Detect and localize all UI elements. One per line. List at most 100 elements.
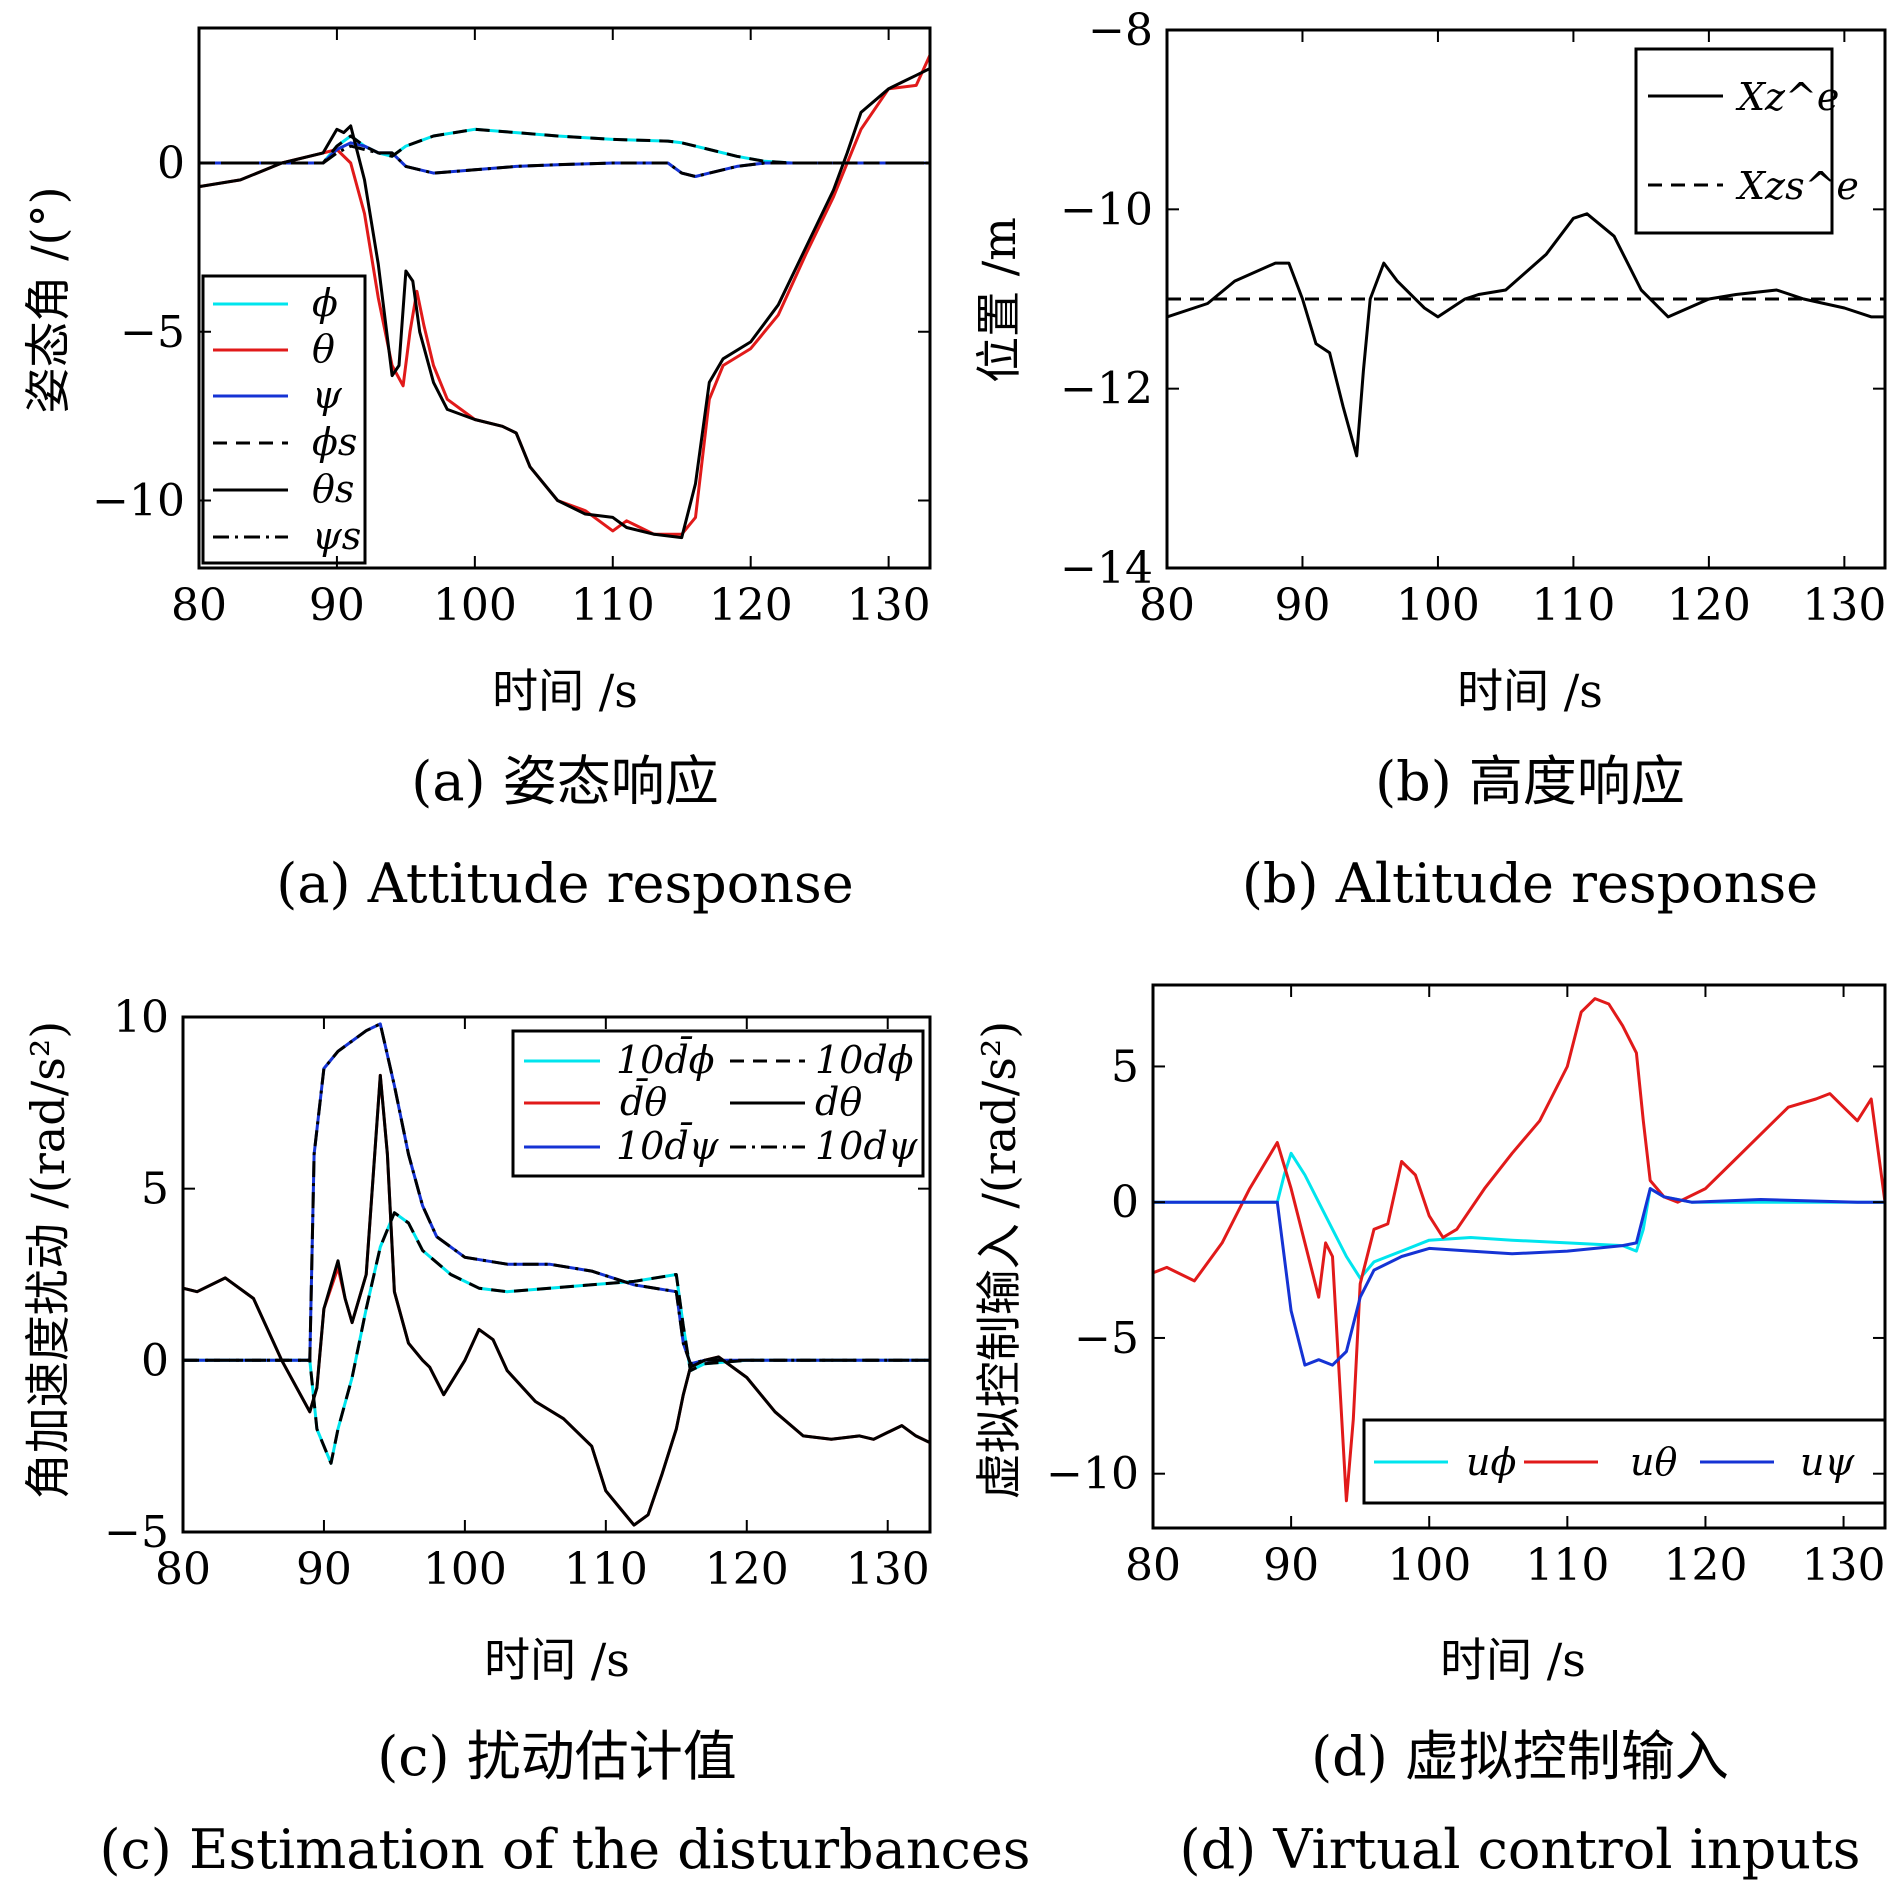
- legend-a-label-2: ψ: [312, 373, 343, 417]
- legend-c-label-4: dθ: [815, 1080, 862, 1124]
- panel-a-xtick-label-1: 90: [309, 580, 365, 631]
- panel-d-frame: [1151, 983, 1887, 1530]
- panel-b-ytick-label-3: −14: [1060, 543, 1153, 594]
- panel-c-xtick-label-5: 130: [846, 1544, 930, 1595]
- panel-a-legend-box: [201, 274, 367, 565]
- legend-c-label-5: 10dψ: [815, 1124, 919, 1168]
- legend-d-label-2: uψ: [1800, 1440, 1855, 1484]
- panel-b-series-0: [1167, 212, 1885, 458]
- panel-d-ytick-label-3: −10: [1046, 1449, 1139, 1500]
- panel-b-legend-box: [1634, 47, 1834, 235]
- panel-d-series-1: [1153, 997, 1885, 1503]
- panel-a-xtick-label-4: 120: [709, 580, 793, 631]
- panel-b-xtick-label-5: 130: [1802, 580, 1886, 631]
- panel-altitude: (b) 高度响应 (b) Altitude response 时间 /s 位置 …: [972, 5, 1887, 915]
- legend-d-label-1: uθ: [1630, 1440, 1677, 1484]
- panel-a-caption-cn: (a) 姿态响应: [411, 750, 719, 813]
- panel-a-legend: ϕ θ ψ ϕs θs ψs: [201, 274, 367, 565]
- panel-d-ytick-label-0: 5: [1111, 1041, 1139, 1092]
- panel-b-xtick-label-4: 120: [1667, 580, 1751, 631]
- panel-b-caption-en: (b) Altitude response: [1242, 852, 1818, 915]
- panel-a-xtick-label-5: 130: [847, 580, 931, 631]
- legend-a-label-4: θs: [312, 467, 354, 511]
- panel-a-series-group: [199, 54, 930, 540]
- panel-a-series-5: [199, 144, 930, 178]
- panel-a-series-2: [199, 141, 930, 178]
- panel-a-ytick-label-2: −10: [92, 476, 185, 527]
- panel-b-xlabel: 时间 /s: [1457, 664, 1603, 718]
- panel-d-legend-box: [1362, 1418, 1887, 1505]
- panel-c-series-4: [183, 1073, 930, 1527]
- legend-a-label-1: θ: [312, 327, 335, 371]
- panel-c-series-group: [183, 1022, 930, 1527]
- panel-d-series-group: [1153, 997, 1885, 1503]
- panel-a-xtick-label-3: 110: [571, 580, 655, 631]
- legend-a-label-0: ϕ: [312, 281, 338, 325]
- legend-c-label-3: 10dϕ: [815, 1038, 914, 1082]
- legend-a-label-3: ϕs: [312, 420, 357, 464]
- panel-c-series-3: [183, 1211, 930, 1465]
- panel-d-xlabel: 时间 /s: [1440, 1633, 1586, 1687]
- legend-d-label-0: uϕ: [1466, 1440, 1516, 1484]
- panel-d-legend: uϕ uθ uψ: [1362, 1418, 1887, 1505]
- panel-b-ylabel: 位置 /m: [972, 217, 1026, 383]
- panel-d-ylabel: 虚拟控制输入 /(rad/s²): [972, 1021, 1026, 1499]
- panel-b-xtick-label-1: 90: [1274, 580, 1330, 631]
- panel-c-ytick-label-1: 5: [141, 1164, 169, 1215]
- panel-c-ytick-label-0: 10: [113, 992, 169, 1043]
- panel-disturbance: (c) 扰动估计值 (c) Estimation of the disturba…: [21, 992, 1031, 1881]
- panel-c-caption-en: (c) Estimation of the disturbances: [99, 1818, 1030, 1881]
- panel-a-ytick-label-1: −5: [120, 307, 185, 358]
- panel-b-ytick-label-2: −12: [1060, 364, 1153, 415]
- panel-a-ylabel: 姿态角 /(°): [21, 186, 75, 413]
- panel-d-caption-en: (d) Virtual control inputs: [1180, 1818, 1861, 1881]
- panel-b-frame: [1165, 28, 1887, 570]
- panel-d-xtick-label-1: 90: [1263, 1540, 1319, 1591]
- panel-c-xtick-label-3: 110: [564, 1544, 648, 1595]
- panel-d-xtick-label-2: 100: [1387, 1540, 1471, 1591]
- panel-a-frame: [197, 26, 932, 570]
- panel-c-xtick-label-1: 90: [296, 1544, 352, 1595]
- panel-c-caption-cn: (c) 扰动估计值: [377, 1725, 737, 1788]
- panel-attitude: (a) 姿态响应 (a) Attitude response 时间 /s 姿态角…: [21, 26, 932, 915]
- panel-d-xtick-label-4: 120: [1663, 1540, 1747, 1591]
- legend-b-label-0: Xz^e: [1735, 75, 1839, 119]
- panel-a-xlabel: 时间 /s: [492, 664, 638, 718]
- panel-c-xtick-label-4: 120: [705, 1544, 789, 1595]
- legend-c-label-2: 10d̄ψ: [616, 1123, 720, 1168]
- panel-d-ytick-label-1: 0: [1111, 1177, 1139, 1228]
- panel-c-series-5: [183, 1022, 930, 1366]
- panel-c-legend: 10d̄ϕ d̄θ 10d̄ψ 10dϕ dθ 10dψ: [511, 1029, 925, 1178]
- panel-b-ytick-label-0: −8: [1088, 5, 1153, 56]
- panel-a-ytick-label-0: 0: [157, 138, 185, 189]
- legend-a-label-5: ψs: [312, 514, 361, 558]
- panel-c-frame: [181, 1015, 932, 1534]
- panel-control-inputs: (d) 虚拟控制输入 (d) Virtual control inputs 时间…: [972, 983, 1887, 1881]
- panel-d-xtick-label-5: 130: [1802, 1540, 1886, 1591]
- panel-b-series-group: [1167, 212, 1885, 458]
- panel-d-caption-cn: (d) 虚拟控制输入: [1311, 1725, 1729, 1788]
- legend-c-label-0: 10d̄ϕ: [616, 1037, 715, 1082]
- panel-c-xtick-label-2: 100: [423, 1544, 507, 1595]
- panel-b-caption-cn: (b) 高度响应: [1375, 750, 1685, 813]
- panel-b-legend: Xz^e Xzs^e: [1634, 47, 1859, 235]
- panel-d-series-2: [1153, 1187, 1885, 1367]
- panel-b-xtick-label-2: 100: [1396, 580, 1480, 631]
- panel-d-series-0: [1153, 1151, 1885, 1280]
- panel-c-ytick-label-2: 0: [141, 1335, 169, 1386]
- panel-a-xtick-label-0: 80: [171, 580, 227, 631]
- panel-c-ylabel: 角加速度扰动 /(rad/s²): [21, 1021, 75, 1499]
- panel-d-ytick-label-2: −5: [1074, 1313, 1139, 1364]
- panel-c-ytick-label-3: −5: [104, 1507, 169, 1558]
- panel-d-xtick-label-0: 80: [1125, 1540, 1181, 1591]
- panel-c-xlabel: 时间 /s: [484, 1633, 630, 1687]
- legend-c-label-1: d̄θ: [620, 1079, 667, 1124]
- legend-b-label-1: Xzs^e: [1735, 164, 1859, 208]
- panel-a-series-4: [199, 67, 930, 540]
- panel-a-caption-en: (a) Attitude response: [276, 852, 853, 915]
- panel-a-xtick-label-2: 100: [433, 580, 517, 631]
- panel-b-xtick-label-0: 80: [1139, 580, 1195, 631]
- panel-b-xtick-label-3: 110: [1531, 580, 1615, 631]
- panel-d-xtick-label-3: 110: [1525, 1540, 1609, 1591]
